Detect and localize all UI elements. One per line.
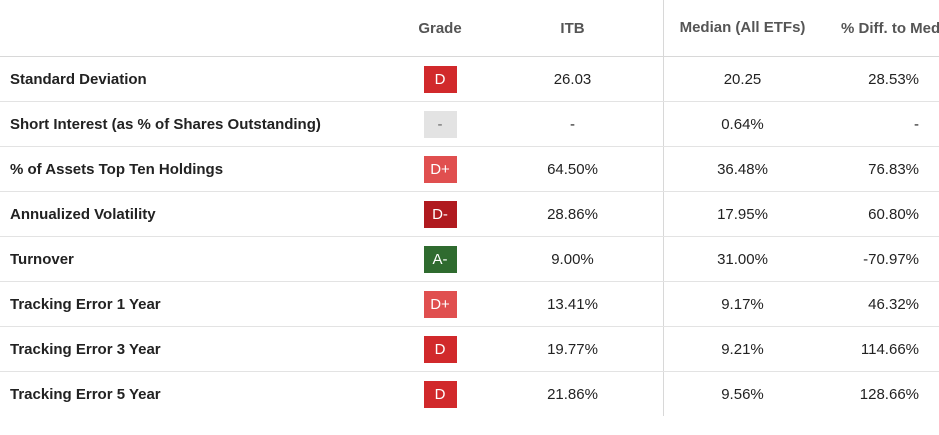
itb-value: 13.41% [547, 295, 598, 313]
median-value: 9.56% [663, 372, 821, 416]
diff-value: 128.66% [859, 385, 919, 403]
metric-name: Tracking Error 3 Year [10, 340, 161, 358]
median-value: 0.64% [663, 102, 821, 146]
grade-badge: D+ [423, 290, 457, 318]
grade-cell: D [398, 335, 482, 363]
grade-cell: A- [398, 245, 482, 273]
table-row: Annualized Volatility D- 28.86% 17.95% 6… [0, 192, 939, 237]
itb-value: - [570, 115, 575, 133]
table-row: Tracking Error 3 Year D 19.77% 9.21% 114… [0, 327, 939, 372]
grade-badge: D+ [423, 155, 457, 183]
header-grade[interactable]: Grade [418, 19, 462, 37]
table-row: Tracking Error 1 Year D+ 13.41% 9.17% 46… [0, 282, 939, 327]
itb-value: 19.77% [547, 340, 598, 358]
header-diff[interactable]: % Diff. to Medi [841, 19, 939, 37]
itb-value: 26.03 [553, 70, 592, 88]
median-value: 31.00% [663, 237, 821, 281]
metric-name: Tracking Error 5 Year [10, 385, 161, 403]
diff-value: 114.66% [860, 340, 919, 358]
diff-value: - [914, 115, 919, 133]
header-itb[interactable]: ITB [560, 19, 585, 37]
table-body: Standard Deviation D 26.03 20.25 28.53% … [0, 57, 939, 416]
metric-name: Annualized Volatility [10, 205, 156, 223]
header-metric [0, 0, 398, 56]
grade-badge: - [423, 110, 457, 138]
metric-name: Turnover [10, 250, 74, 268]
grade-badge: D [423, 65, 457, 93]
grade-badge: D [423, 380, 457, 408]
diff-value: 76.83% [868, 160, 919, 178]
itb-value: 64.50% [547, 160, 598, 178]
grade-cell: D [398, 380, 482, 408]
table-row: Short Interest (as % of Shares Outstandi… [0, 102, 939, 147]
diff-value: -70.97% [863, 250, 919, 268]
median-value: 20.25 [663, 57, 821, 101]
diff-value: 28.53% [868, 70, 919, 88]
table-row: Turnover A- 9.00% 31.00% -70.97% [0, 237, 939, 282]
itb-value: 21.86% [547, 385, 598, 403]
metric-name: Tracking Error 1 Year [10, 295, 161, 313]
header-median[interactable]: Median (All ETFs) [663, 0, 821, 56]
itb-value: 28.86% [547, 205, 598, 223]
median-value: 9.21% [663, 327, 821, 371]
itb-value: 9.00% [551, 250, 594, 268]
table-header: Grade ITB Median (All ETFs) % Diff. to M… [0, 0, 939, 57]
metric-name: % of Assets Top Ten Holdings [10, 160, 224, 178]
grade-cell: D+ [398, 290, 482, 318]
etf-metrics-table: Grade ITB Median (All ETFs) % Diff. to M… [0, 0, 939, 416]
grade-cell: D- [398, 200, 482, 228]
table-row: % of Assets Top Ten Holdings D+ 64.50% 3… [0, 147, 939, 192]
median-value: 17.95% [663, 192, 821, 236]
metric-name: Short Interest (as % of Shares Outstandi… [10, 115, 321, 133]
grade-badge: D- [423, 200, 457, 228]
median-value: 36.48% [663, 147, 821, 191]
grade-badge: A- [423, 245, 457, 273]
diff-value: 60.80% [868, 205, 919, 223]
diff-value: 46.32% [868, 295, 919, 313]
median-value: 9.17% [663, 282, 821, 326]
grade-cell: D+ [398, 155, 482, 183]
grade-cell: D [398, 65, 482, 93]
grade-badge: D [423, 335, 457, 363]
table-row: Standard Deviation D 26.03 20.25 28.53% [0, 57, 939, 102]
grade-cell: - [398, 110, 482, 138]
table-row: Tracking Error 5 Year D 21.86% 9.56% 128… [0, 372, 939, 416]
metric-name: Standard Deviation [10, 70, 147, 88]
